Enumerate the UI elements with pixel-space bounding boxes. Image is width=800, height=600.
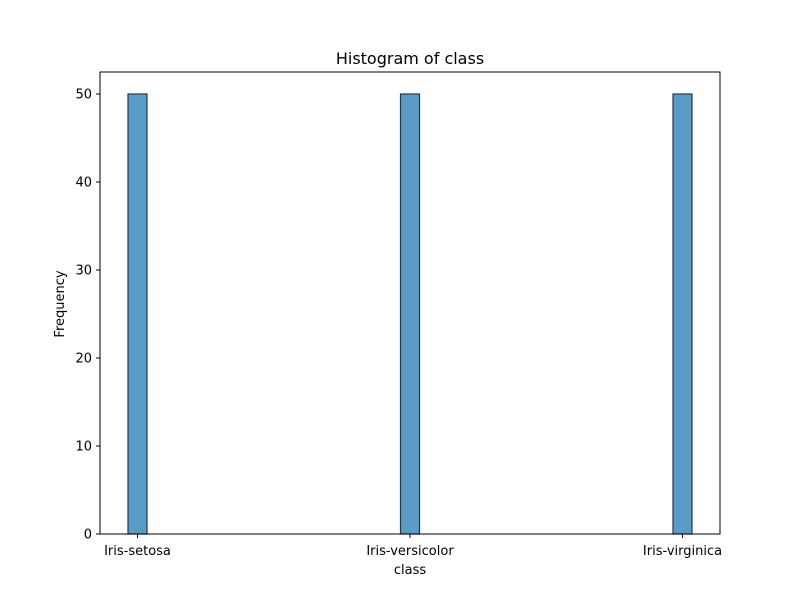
bar-iris-virginica xyxy=(672,93,693,535)
y-axis-label: Frequency xyxy=(53,270,68,337)
bar-iris-versicolor xyxy=(399,93,421,535)
y-tick-label: 10 xyxy=(75,440,92,455)
x-tick-label: Iris-virginica xyxy=(643,544,722,559)
x-tick-label: Iris-versicolor xyxy=(366,544,454,559)
x-axis-label: class xyxy=(394,563,426,578)
y-tick-label: 20 xyxy=(75,352,92,367)
y-tick-label: 40 xyxy=(75,176,92,191)
y-tick-label: 50 xyxy=(75,88,92,103)
plot-area: 0 10 20 30 40 50 Iris-setosa Iris-versicolor Iri… xyxy=(75,71,722,559)
chart-title: Histogram of class xyxy=(336,49,484,68)
y-tick-label: 0 xyxy=(84,528,92,543)
y-tick-label: 30 xyxy=(75,264,92,279)
x-tick-label: Iris-setosa xyxy=(104,544,171,559)
bar-iris-setosa xyxy=(127,93,148,535)
